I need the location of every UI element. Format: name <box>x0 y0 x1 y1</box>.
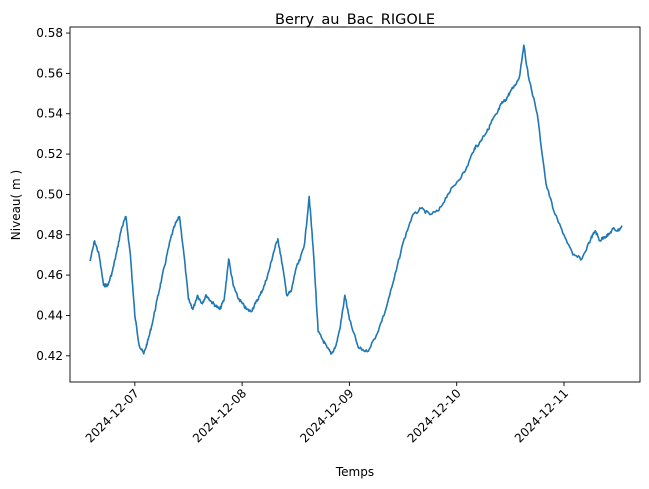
y-tick-label: 0.58 <box>36 26 63 40</box>
y-axis: 0.42 0.44 0.46 0.48 0.50 0.52 0.54 0.56 0.58 <box>36 26 70 363</box>
x-axis-label: Temps <box>335 465 374 479</box>
y-tick-label: 0.44 <box>36 308 63 322</box>
y-tick-label: 0.54 <box>36 107 63 121</box>
series-line <box>89 44 623 355</box>
plot-frame <box>69 26 641 383</box>
y-tick-label: 0.52 <box>36 147 63 161</box>
y-tick-label: 0.46 <box>36 268 63 282</box>
chart-title: Berry_au_Bac_RIGOLE <box>275 12 435 28</box>
y-axis-label: Niveau( m ) <box>9 170 23 240</box>
y-tick-label: 0.42 <box>36 349 63 363</box>
y-tick-label: 0.48 <box>36 228 63 242</box>
y-tick-label: 0.50 <box>36 187 63 201</box>
y-tick-label: 0.56 <box>36 66 63 80</box>
